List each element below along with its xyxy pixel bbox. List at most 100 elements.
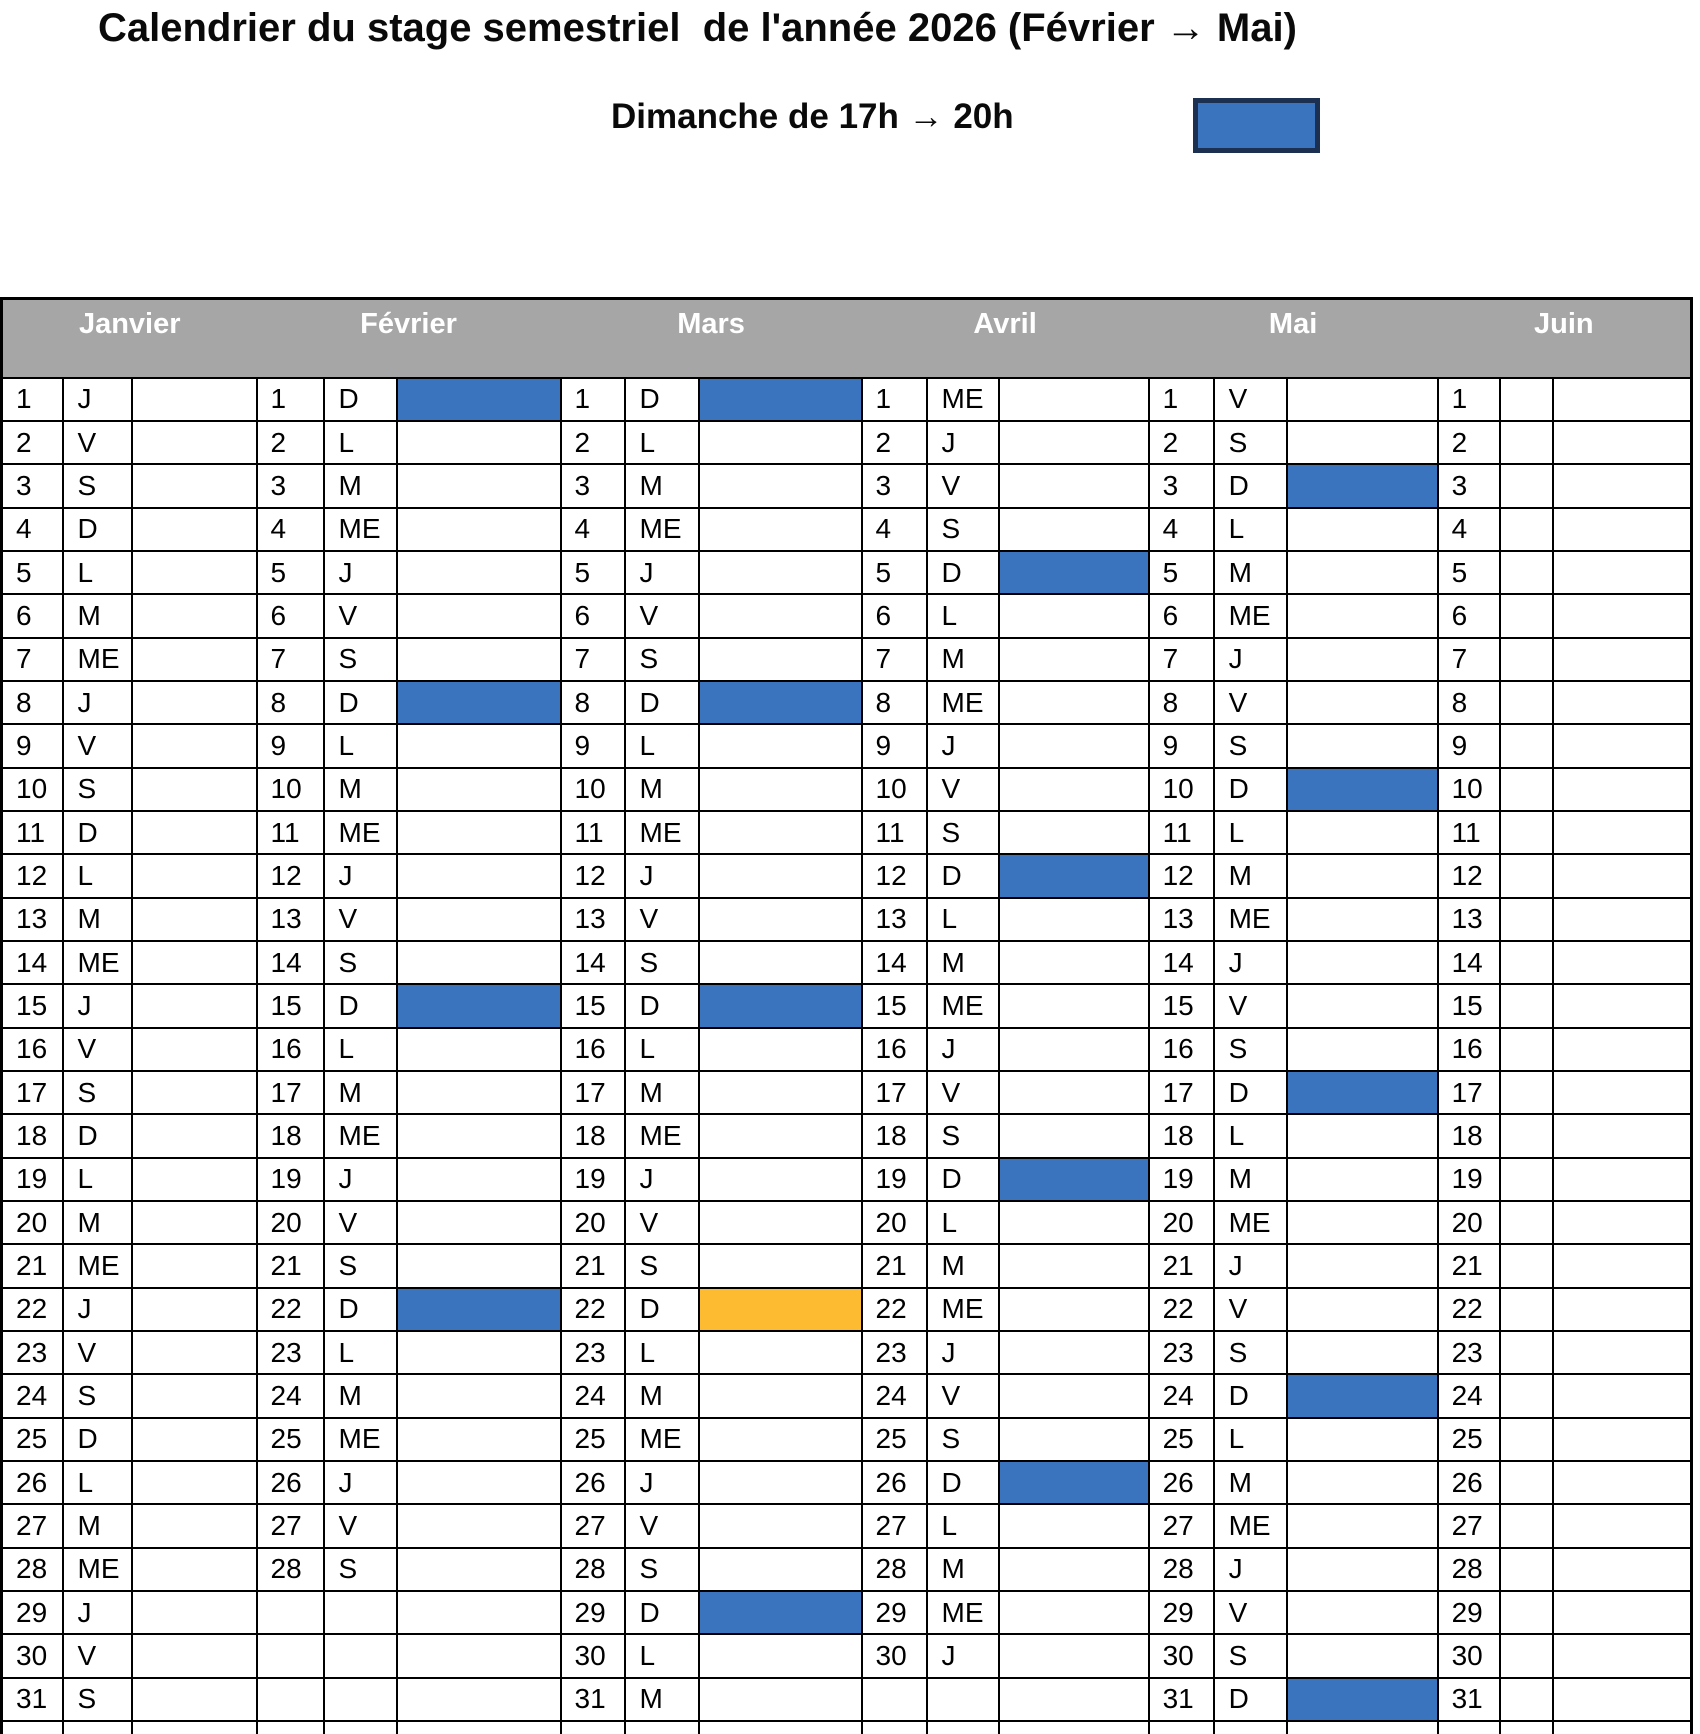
day-number-cell: 1 bbox=[255, 376, 325, 422]
day-slot-cell bbox=[697, 1113, 863, 1159]
day-number-cell: 23 bbox=[255, 1330, 325, 1376]
day-letter-cell bbox=[322, 1720, 398, 1734]
day-slot-cell bbox=[1551, 1633, 1693, 1679]
day-letter-cell: M bbox=[322, 1069, 398, 1116]
day-letter-cell: J bbox=[322, 1460, 398, 1506]
day-letter-cell: D bbox=[61, 506, 133, 552]
day-slot-cell bbox=[1285, 593, 1439, 639]
day-slot-cell bbox=[1551, 1026, 1693, 1073]
day-number-cell: 9 bbox=[255, 723, 325, 769]
day-letter-cell: V bbox=[322, 1200, 398, 1246]
day-slot-cell bbox=[697, 1069, 863, 1116]
day-slot-cell bbox=[697, 723, 863, 769]
day-letter-cell bbox=[1498, 1720, 1554, 1734]
day-number-cell: 7 bbox=[559, 636, 626, 682]
day-slot-cell bbox=[1551, 636, 1693, 682]
day-letter-cell bbox=[1498, 636, 1554, 682]
day-letter-cell: J bbox=[61, 1590, 133, 1636]
day-slot-cell bbox=[697, 1503, 863, 1549]
day-number-cell: 15 bbox=[860, 983, 928, 1029]
day-number-cell: 15 bbox=[0, 983, 64, 1029]
day-letter-cell: L bbox=[1212, 1113, 1288, 1159]
day-letter-cell: J bbox=[61, 679, 133, 726]
day-number-cell: 1 bbox=[1436, 376, 1501, 422]
day-letter-cell: V bbox=[623, 1503, 700, 1549]
day-number-cell: 14 bbox=[559, 939, 626, 986]
day-number-cell: 26 bbox=[860, 1460, 928, 1506]
day-slot-cell bbox=[1285, 809, 1439, 856]
day-number-cell: 23 bbox=[1436, 1330, 1501, 1376]
day-slot-cell bbox=[130, 549, 258, 596]
day-letter-cell: M bbox=[322, 463, 398, 509]
calendar-row: 11 D 11 ME 11 ME 11 S 11 L 11 bbox=[0, 809, 1693, 856]
day-number-cell: 24 bbox=[0, 1373, 64, 1419]
day-letter-cell: J bbox=[925, 723, 1000, 769]
month-header-fevrier: Février bbox=[256, 298, 561, 378]
day-slot-cell bbox=[1285, 1546, 1439, 1593]
day-number-cell: 4 bbox=[559, 506, 626, 552]
day-slot-cell bbox=[130, 723, 258, 769]
day-letter-cell: S bbox=[322, 1243, 398, 1289]
day-number-cell: 4 bbox=[1147, 506, 1215, 552]
day-slot-cell bbox=[130, 1460, 258, 1506]
day-number-cell: 13 bbox=[1436, 896, 1501, 942]
session-slot-blue bbox=[1285, 1676, 1439, 1723]
day-letter-cell: D bbox=[1212, 766, 1288, 812]
day-letter-cell: D bbox=[322, 983, 398, 1029]
day-letter-cell: J bbox=[322, 1156, 398, 1203]
day-number-cell: 12 bbox=[1147, 853, 1215, 899]
day-letter-cell: D bbox=[1212, 1069, 1288, 1116]
day-number-cell: 10 bbox=[860, 766, 928, 812]
day-letter-cell: M bbox=[623, 1676, 700, 1723]
day-slot-cell bbox=[997, 1026, 1150, 1073]
day-letter-cell: J bbox=[925, 1026, 1000, 1073]
day-letter-cell bbox=[1498, 1069, 1554, 1116]
month-header-mai: Mai bbox=[1148, 298, 1438, 378]
day-slot-cell bbox=[1285, 983, 1439, 1029]
day-letter-cell: V bbox=[1212, 1590, 1288, 1636]
calendar-row: 12 L 12 J 12 J 12 D 12 M 12 bbox=[0, 853, 1693, 899]
day-number-cell: 12 bbox=[559, 853, 626, 899]
day-letter-cell: V bbox=[925, 1069, 1000, 1116]
day-letter-cell: J bbox=[61, 376, 133, 422]
session-slot-blue bbox=[997, 549, 1150, 596]
day-letter-cell: ME bbox=[925, 376, 1000, 422]
day-letter-cell: S bbox=[623, 636, 700, 682]
day-slot-cell bbox=[1285, 1633, 1439, 1679]
day-number-cell: 6 bbox=[1436, 593, 1501, 639]
day-slot-cell bbox=[1285, 1286, 1439, 1333]
day-number-cell bbox=[0, 1720, 64, 1734]
day-slot-cell bbox=[1285, 506, 1439, 552]
day-number-cell: 8 bbox=[0, 679, 64, 726]
day-number-cell: 13 bbox=[0, 896, 64, 942]
day-slot-cell bbox=[1285, 376, 1439, 422]
day-slot-cell bbox=[130, 809, 258, 856]
day-slot-cell bbox=[1285, 1243, 1439, 1289]
day-number-cell: 22 bbox=[559, 1286, 626, 1333]
day-letter-cell: J bbox=[925, 1330, 1000, 1376]
day-number-cell: 23 bbox=[1147, 1330, 1215, 1376]
day-number-cell: 22 bbox=[1436, 1286, 1501, 1333]
day-number-cell: 6 bbox=[255, 593, 325, 639]
day-slot-cell bbox=[997, 506, 1150, 552]
day-letter-cell: ME bbox=[322, 1416, 398, 1463]
day-slot-cell bbox=[697, 1416, 863, 1463]
schedule-subtitle: Dimanche de 17h → 20h bbox=[611, 97, 1014, 136]
day-letter-cell: J bbox=[623, 1156, 700, 1203]
month-header-mars: Mars bbox=[560, 298, 862, 378]
day-letter-cell: V bbox=[925, 1373, 1000, 1419]
day-slot-cell bbox=[997, 896, 1150, 942]
day-letter-cell: V bbox=[322, 593, 398, 639]
day-slot-cell bbox=[1551, 419, 1693, 466]
day-letter-cell bbox=[623, 1720, 700, 1734]
day-letter-cell: M bbox=[623, 766, 700, 812]
day-slot-cell bbox=[1285, 1330, 1439, 1376]
day-number-cell: 9 bbox=[0, 723, 64, 769]
day-number-cell: 31 bbox=[1436, 1676, 1501, 1723]
day-slot-cell bbox=[997, 376, 1150, 422]
day-number-cell: 10 bbox=[559, 766, 626, 812]
day-number-cell: 29 bbox=[860, 1590, 928, 1636]
session-slot-blue bbox=[1285, 766, 1439, 812]
day-letter-cell bbox=[1498, 1416, 1554, 1463]
session-slot-blue bbox=[697, 1590, 863, 1636]
